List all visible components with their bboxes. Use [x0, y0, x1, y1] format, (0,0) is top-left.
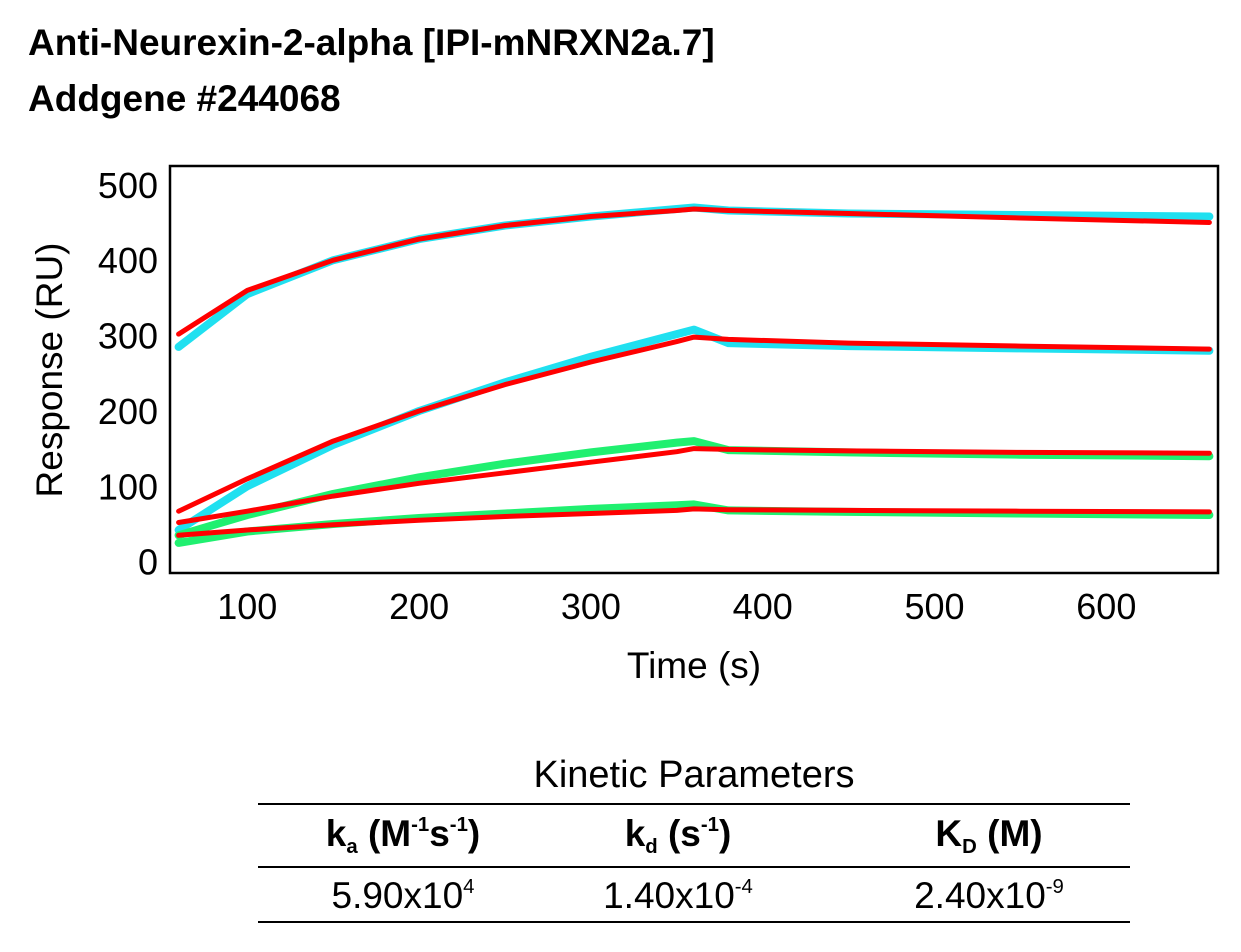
table-header-rule	[258, 866, 1130, 868]
y-tick-label: 300	[98, 316, 158, 357]
chart-subtitle: Addgene #244068	[28, 78, 341, 119]
table-bottom-rule	[258, 921, 1130, 923]
value-KD: 2.40x10-9	[914, 875, 1064, 916]
y-tick-label: 500	[98, 165, 158, 206]
x-tick-label: 200	[389, 586, 449, 627]
fit-curve-line	[176, 206, 1212, 337]
x-tick-label: 600	[1076, 586, 1136, 627]
y-tick-label: 0	[138, 542, 158, 583]
fit-curve-line	[176, 506, 1212, 538]
header-KD: KD (M)	[935, 813, 1043, 859]
x-axis-label: Time (s)	[627, 645, 761, 686]
x-tick-label: 300	[561, 586, 621, 627]
y-tick-label: 200	[98, 391, 158, 432]
x-tick-label: 400	[733, 586, 793, 627]
y-tick-label: 100	[98, 466, 158, 507]
x-tick-label: 500	[904, 586, 964, 627]
y-tick-label: 400	[98, 240, 158, 281]
chart-title: Anti-Neurexin-2-alpha [IPI-mNRXN2a.7]	[28, 22, 715, 63]
x-tick-label: 100	[217, 586, 277, 627]
fit-curve-line	[176, 334, 1212, 514]
fit-curve-line	[176, 446, 1212, 525]
sensorgram-chart: 100 200 300 400 500 600 0 100 200 300 400 500 Time …	[29, 164, 1220, 686]
value-ka: 5.90x104	[331, 875, 475, 916]
table-top-rule	[258, 803, 1130, 805]
header-ka: ka (M-1s-1)	[325, 813, 481, 859]
series-group	[174, 203, 1214, 547]
header-kd: kd (s-1)	[624, 813, 732, 859]
axis-ticks: 100 200 300 400 500 600 0 100 200 300 400 500	[98, 165, 1136, 627]
value-kd: 1.40x10-4	[603, 875, 753, 916]
y-axis-label: Response (RU)	[29, 243, 70, 498]
plot-frame	[168, 164, 1220, 575]
measured-curve-line	[174, 325, 1214, 534]
kinetics-title: Kinetic Parameters	[533, 754, 855, 796]
